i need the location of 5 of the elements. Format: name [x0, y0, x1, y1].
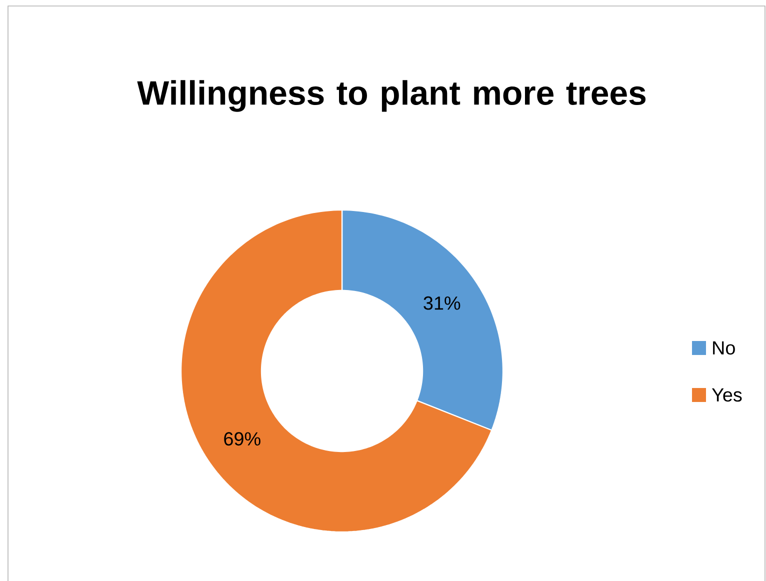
legend-label: No: [713, 341, 735, 355]
data-label: 31%: [424, 296, 460, 310]
legend-label: Yes: [712, 388, 742, 402]
chart-title: Willingness to plant more trees: [137, 80, 646, 112]
data-label: 69%: [224, 432, 260, 446]
